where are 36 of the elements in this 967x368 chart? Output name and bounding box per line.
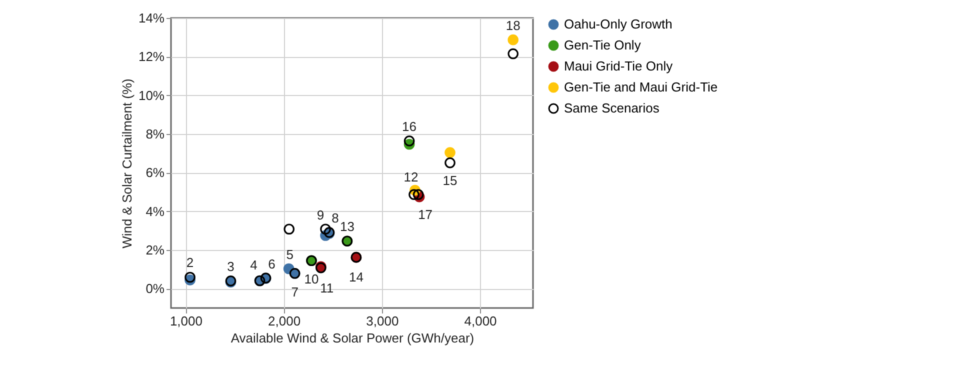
annotation: 2 bbox=[186, 254, 194, 270]
annotation: 16 bbox=[402, 118, 417, 134]
y-tick-label: 8% bbox=[146, 126, 165, 142]
annotation: 7 bbox=[291, 284, 298, 300]
annotation: 12 bbox=[404, 169, 418, 184]
y-axis-title: Wind & Solar Curtailment (%) bbox=[119, 78, 134, 248]
annotation: 8 bbox=[332, 210, 339, 226]
x-tick-label: 3,000 bbox=[366, 314, 399, 328]
annotation: 3 bbox=[227, 259, 234, 274]
y-tick-label: 12% bbox=[138, 49, 165, 64]
x-tick-label: 4,000 bbox=[464, 314, 497, 328]
y-tick-label: 0% bbox=[146, 281, 165, 296]
legend-label: Gen-Tie Only bbox=[564, 38, 642, 52]
y-tick-label: 10% bbox=[138, 88, 165, 103]
legend-label: Gen-Tie and Maui Grid-Tie bbox=[564, 80, 718, 94]
legend-label: Maui Grid-Tie Only bbox=[564, 58, 674, 74]
x-tick-label: 2,000 bbox=[268, 314, 301, 328]
annotation: 11 bbox=[320, 280, 334, 296]
annotation: 17 bbox=[418, 206, 433, 222]
y-tick-label: 4% bbox=[146, 204, 165, 219]
annotation: 5 bbox=[286, 246, 294, 262]
annotation: 6 bbox=[268, 256, 276, 272]
annotation: 13 bbox=[340, 219, 354, 234]
y-tick-label: 6% bbox=[146, 165, 165, 180]
y-tick-label: 14% bbox=[138, 10, 165, 26]
x-tick-label: 1,000 bbox=[170, 314, 202, 328]
legend-label: Oahu-Only Growth bbox=[564, 16, 672, 32]
annotation: 15 bbox=[442, 172, 458, 188]
legend-label: Same Scenarios bbox=[564, 100, 660, 116]
annotation: 9 bbox=[316, 208, 324, 222]
annotation: 10 bbox=[304, 272, 319, 287]
annotation: 18 bbox=[506, 18, 520, 33]
y-tick-label: 2% bbox=[146, 242, 165, 258]
annotation: 14 bbox=[348, 269, 364, 284]
annotation: 4 bbox=[250, 258, 258, 273]
x-axis-title: Available Wind & Solar Power (GWh/year) bbox=[230, 330, 474, 346]
